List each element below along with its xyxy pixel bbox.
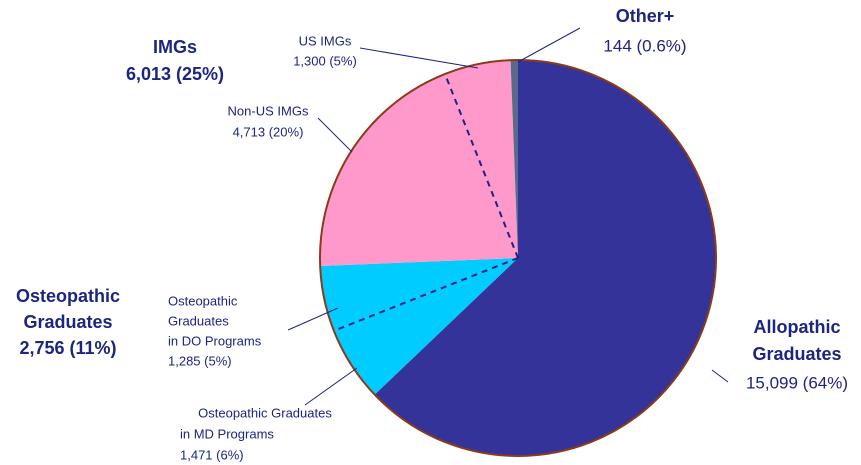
leader-line <box>287 307 339 331</box>
value-label: 1,285 (5%) <box>168 353 232 368</box>
leader-line <box>711 369 729 383</box>
pie-slice <box>444 60 518 258</box>
pie-slice <box>510 60 518 258</box>
leader-line <box>317 117 353 153</box>
leader-line <box>517 27 581 63</box>
value-label: 144 (0.6%) <box>603 36 686 55</box>
pie-slice <box>374 60 716 457</box>
pie-slice <box>320 73 518 266</box>
slice-label: Allopathic <box>753 317 840 337</box>
slice-divider <box>444 73 519 259</box>
pie-slice <box>333 258 518 395</box>
slice-label: Osteopathic <box>168 293 238 308</box>
value-label: 1,300 (5%) <box>293 53 357 68</box>
leader-line <box>304 367 358 406</box>
group-label: IMGs <box>153 37 197 57</box>
value-label: 15,099 (64%) <box>746 373 848 392</box>
pie-outline <box>319 59 717 457</box>
leader-line <box>359 47 479 69</box>
group-label: Graduates <box>23 312 112 332</box>
group-label: Osteopathic <box>16 286 120 306</box>
slice-label: in MD Programs <box>180 426 274 441</box>
slice-divider <box>333 257 519 332</box>
slice-label: Graduates <box>752 344 841 364</box>
slice-label: in DO Programs <box>168 333 262 348</box>
value-label: 1,471 (6%) <box>180 447 244 462</box>
slice-label: Graduates <box>168 313 229 328</box>
group-value: 6,013 (25%) <box>126 64 224 84</box>
slice-label: Osteopathic Graduates <box>198 405 332 420</box>
slice-label: Other+ <box>616 6 675 26</box>
pie-slice <box>320 258 518 331</box>
value-label: 4,713 (20%) <box>233 124 304 139</box>
group-value: 2,756 (11%) <box>19 338 116 358</box>
slice-label: Non-US IMGs <box>228 103 309 118</box>
slice-label: US IMGs <box>299 33 352 48</box>
